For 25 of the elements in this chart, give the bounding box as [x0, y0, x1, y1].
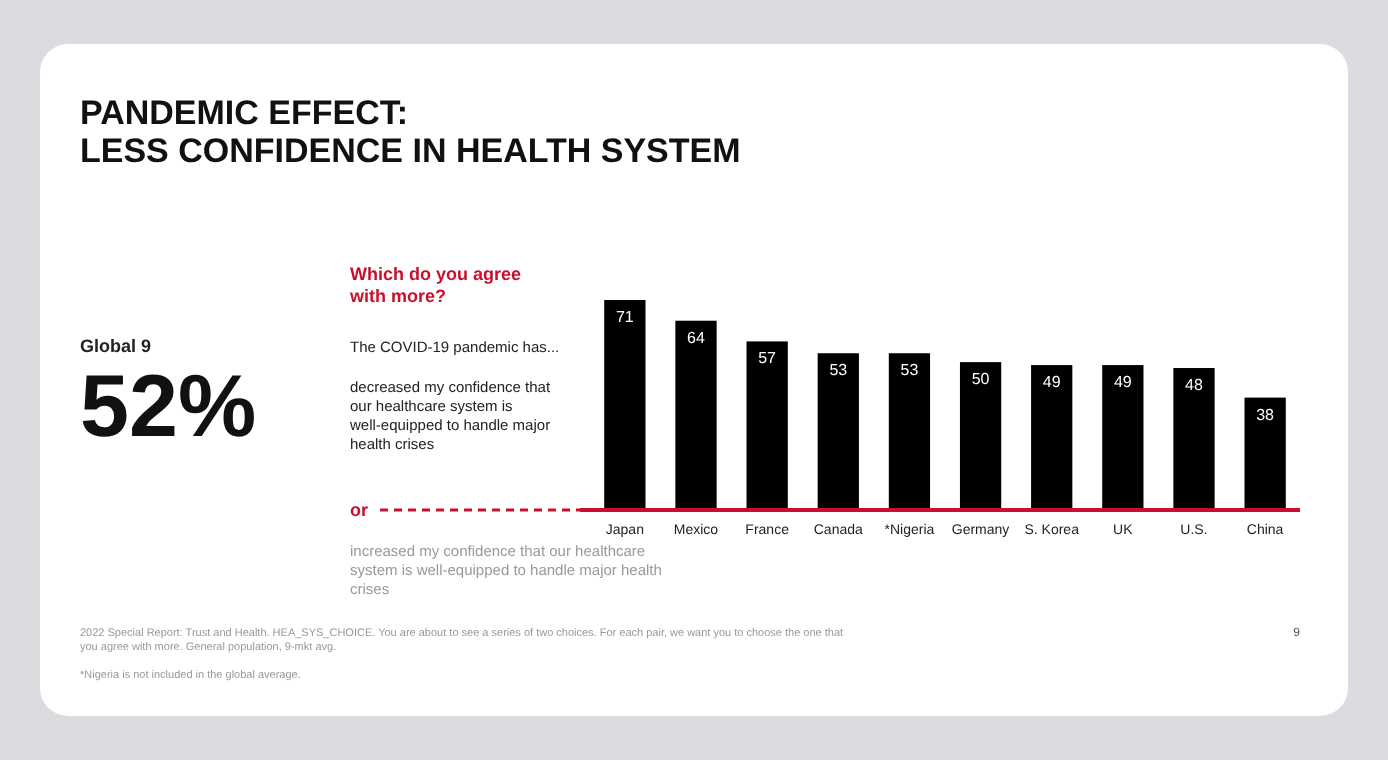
bar — [959, 362, 1002, 510]
text: or — [350, 500, 369, 520]
data-label: 49 — [1113, 373, 1133, 392]
bar — [1244, 397, 1286, 510]
data-label: 53 — [829, 361, 849, 380]
chart-title: PANDEMIC EFFECT: LESS CONFIDENCE IN HEALTH SYSTEM — [80, 94, 741, 170]
bar — [1173, 368, 1215, 510]
bar — [888, 353, 931, 510]
bar — [604, 300, 646, 510]
bar — [1031, 365, 1073, 510]
data-label: 38 — [1256, 405, 1276, 424]
bar — [1102, 365, 1144, 510]
text: Which do you agree with more? — [348, 264, 522, 306]
data-label: 71 — [615, 308, 635, 326]
data-label: 49 — [1042, 373, 1062, 392]
data-label: 64 — [687, 328, 706, 347]
data-label: 48 — [1185, 376, 1204, 395]
bar — [817, 353, 859, 510]
text: 52% — [80, 358, 257, 456]
bar — [746, 341, 788, 510]
text: Global 9 — [80, 336, 152, 356]
data-label: 57 — [758, 349, 778, 368]
bar — [675, 320, 717, 510]
data-label: 50 — [971, 370, 991, 389]
data-label: 53 — [900, 361, 920, 380]
